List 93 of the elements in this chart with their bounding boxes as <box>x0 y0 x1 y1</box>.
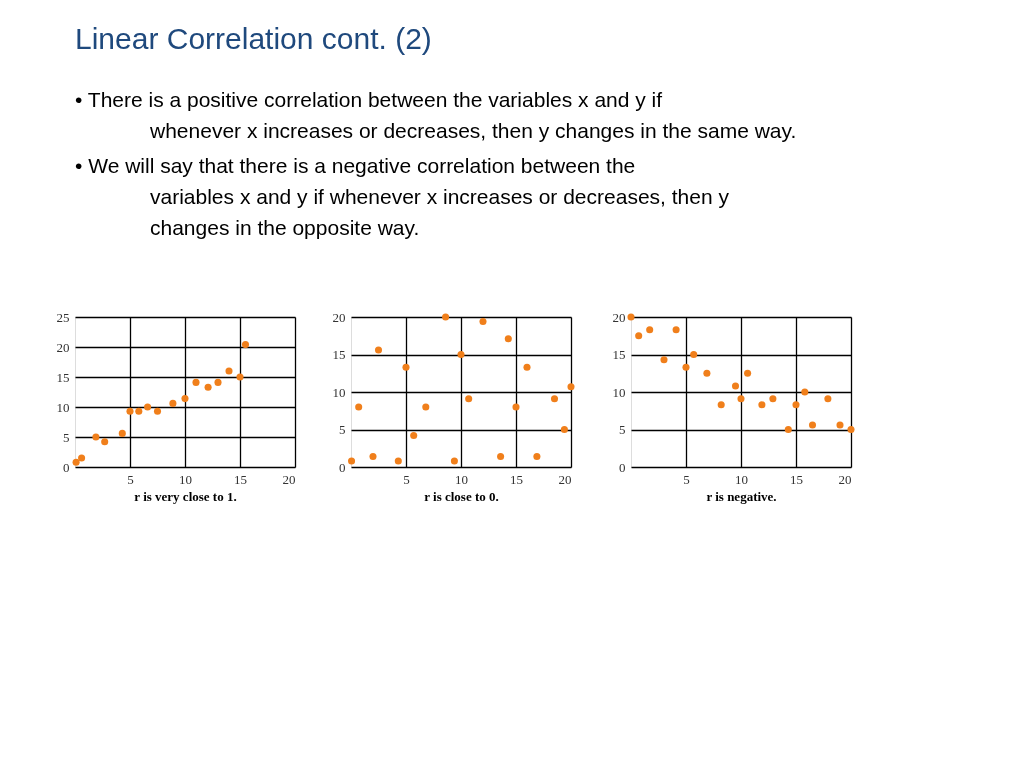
point <box>560 425 568 434</box>
point <box>836 421 844 429</box>
y-tick-label: 0 <box>619 459 626 475</box>
point <box>153 407 162 415</box>
x-tick-label: 15 <box>234 471 247 487</box>
point <box>567 383 575 391</box>
y-tick-label: 10 <box>612 384 626 400</box>
point <box>479 317 487 326</box>
y-tick-label: 25 <box>56 309 70 325</box>
y-tick-label: 0 <box>339 459 346 475</box>
point <box>204 383 212 391</box>
point <box>512 403 520 411</box>
point <box>126 407 134 415</box>
point <box>369 452 377 461</box>
x-tick-label: 5 <box>683 471 690 487</box>
point <box>78 454 86 462</box>
point <box>646 326 654 334</box>
y-tick-label: 10 <box>56 399 70 415</box>
point <box>241 341 250 349</box>
x-tick-label: 10 <box>455 471 468 487</box>
point <box>236 373 244 381</box>
point <box>442 313 450 321</box>
y-tick-label: 15 <box>332 347 346 362</box>
point <box>374 346 383 354</box>
text: • We will say that there is a negative correlation between the variables x and y if whenever x increases or decreases, then y changes in the opposite way. <box>75 154 730 239</box>
x-axis-title: r is close to 0. <box>424 488 499 504</box>
point <box>348 457 356 465</box>
point <box>550 395 559 403</box>
point <box>737 395 745 403</box>
point <box>355 403 363 411</box>
point <box>394 457 402 465</box>
point <box>402 363 410 371</box>
point <box>672 326 680 334</box>
y-tick-label: 5 <box>339 422 346 437</box>
point <box>101 438 109 446</box>
x-tick-label: 20 <box>558 471 572 487</box>
point <box>181 395 189 403</box>
point <box>824 395 832 403</box>
x-tick-label: 15 <box>790 471 803 487</box>
point <box>192 378 200 386</box>
point <box>627 313 635 321</box>
point <box>533 452 541 461</box>
point <box>769 395 777 403</box>
point <box>523 363 531 371</box>
point <box>801 388 809 396</box>
x-tick-label: 10 <box>179 471 192 487</box>
point <box>410 431 418 440</box>
y-tick-label: 15 <box>612 347 626 362</box>
text: Linear Correlation cont. (2) <box>75 22 432 55</box>
point <box>497 452 505 461</box>
point <box>792 401 800 409</box>
point <box>682 363 690 371</box>
text: • There is a positive correlation between the variables x and y if whenever x increases or decreases, then y changes in the same way. <box>75 88 797 142</box>
point <box>72 458 80 466</box>
x-tick-label: 10 <box>735 471 748 487</box>
x-tick-label: 5 <box>127 471 134 487</box>
point <box>169 399 177 407</box>
point <box>635 332 643 340</box>
x-axis-title: r is negative. <box>706 488 777 504</box>
y-tick-label: 10 <box>332 384 346 400</box>
point <box>144 403 152 411</box>
point <box>225 367 233 375</box>
point <box>744 369 752 377</box>
point <box>758 401 766 409</box>
x-tick-label: 15 <box>510 471 523 487</box>
y-tick-label: 20 <box>612 309 626 325</box>
point <box>847 425 855 434</box>
x-tick-label: 5 <box>403 471 410 487</box>
point <box>118 429 126 437</box>
y-tick-label: 20 <box>56 339 70 355</box>
y-tick-label: 20 <box>332 309 346 325</box>
point <box>703 369 711 377</box>
point <box>731 382 740 390</box>
point <box>690 350 698 359</box>
point <box>717 401 725 409</box>
y-tick-label: 15 <box>56 369 70 385</box>
y-tick-label: 0 <box>63 459 70 475</box>
point <box>784 425 792 434</box>
point <box>465 395 473 403</box>
x-axis-title: r is very close to 1. <box>134 488 237 504</box>
x-tick-label: 20 <box>838 471 852 487</box>
point <box>214 378 222 386</box>
point <box>135 407 143 415</box>
x-tick-label: 20 <box>282 471 296 487</box>
point <box>450 457 458 465</box>
point <box>92 433 100 441</box>
point <box>504 335 512 343</box>
y-tick-label: 5 <box>619 422 626 437</box>
point <box>457 350 465 359</box>
point <box>422 403 430 411</box>
point <box>808 421 817 429</box>
y-tick-label: 5 <box>63 429 70 445</box>
point <box>660 356 668 364</box>
